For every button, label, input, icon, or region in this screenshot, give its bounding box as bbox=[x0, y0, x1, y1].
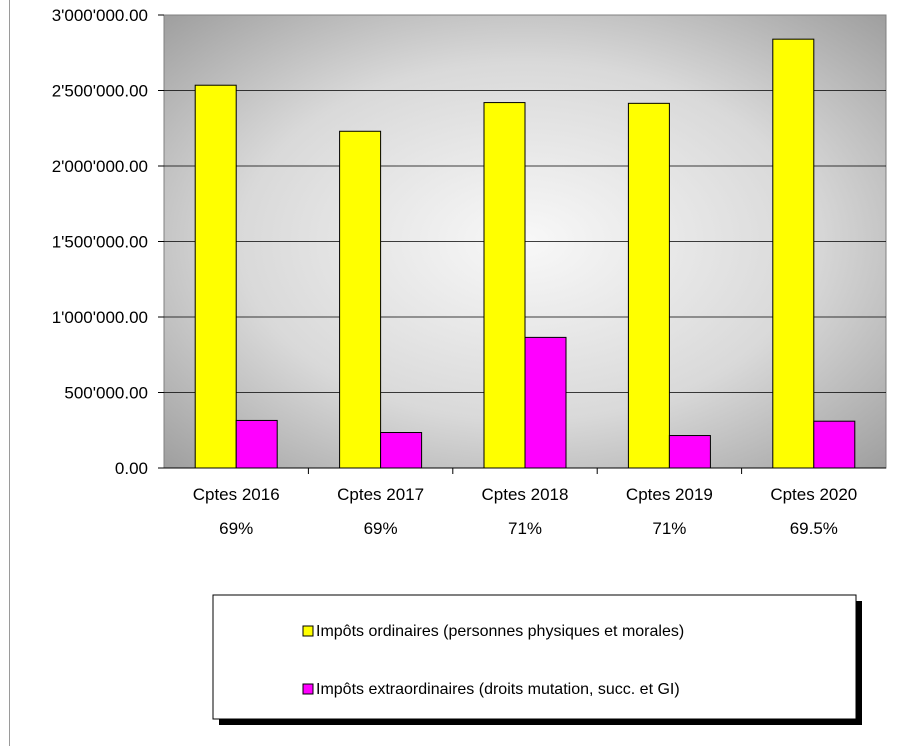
x-axis-ticks: Cptes 2016 69% Cptes 2017 69% Cptes 2018 71% C… bbox=[193, 468, 857, 538]
x-tick-sublabel: 69% bbox=[219, 519, 253, 538]
legend-swatch bbox=[302, 625, 314, 637]
y-tick-label: 1'000'000.00 bbox=[52, 308, 148, 327]
y-tick-label: 3'000'000.00 bbox=[52, 6, 148, 25]
x-tick-sublabel: 71% bbox=[508, 519, 542, 538]
bar-extraordinaires bbox=[235, 419, 278, 469]
left-border-line bbox=[9, 0, 10, 746]
x-tick-sublabel: 69.5% bbox=[790, 519, 838, 538]
bar-extraordinaires bbox=[813, 420, 856, 469]
x-tick-sublabel: 71% bbox=[652, 519, 686, 538]
bar-extraordinaires bbox=[380, 432, 423, 469]
bars bbox=[194, 38, 856, 469]
legend-label: Impôts ordinaires (personnes physiques e… bbox=[316, 623, 684, 640]
y-axis-ticks: 0.00 500'000.00 1'000'000.00 1'500'000.00 2'… bbox=[52, 6, 164, 478]
legend-label: Impôts extraordinaires (droits mutation,… bbox=[316, 681, 680, 698]
x-tick-sublabel: 69% bbox=[364, 519, 398, 538]
x-tick-label: Cptes 2019 bbox=[626, 485, 713, 504]
y-tick-label: 1'500'000.00 bbox=[52, 233, 148, 252]
y-tick-label: 2'500'000.00 bbox=[52, 82, 148, 101]
x-tick-label: Cptes 2020 bbox=[770, 485, 857, 504]
bar-ordinaires bbox=[194, 84, 237, 469]
x-tick-label: Cptes 2016 bbox=[193, 485, 280, 504]
y-tick-label: 500'000.00 bbox=[64, 384, 148, 403]
bar-ordinaires bbox=[627, 102, 670, 469]
legend-swatch bbox=[302, 683, 314, 695]
x-tick-label: Cptes 2018 bbox=[482, 485, 569, 504]
legend: Impôts ordinaires (personnes physiques e… bbox=[212, 594, 862, 725]
legend-box bbox=[212, 594, 857, 720]
bar-extraordinaires bbox=[668, 435, 711, 469]
y-tick-label: 0.00 bbox=[115, 459, 148, 478]
x-tick-label: Cptes 2017 bbox=[337, 485, 424, 504]
bar-ordinaires bbox=[772, 38, 815, 469]
y-tick-label: 2'000'000.00 bbox=[52, 157, 148, 176]
bar-extraordinaires bbox=[524, 336, 567, 469]
bar-ordinaires bbox=[483, 102, 526, 469]
bar-ordinaires bbox=[339, 130, 382, 469]
